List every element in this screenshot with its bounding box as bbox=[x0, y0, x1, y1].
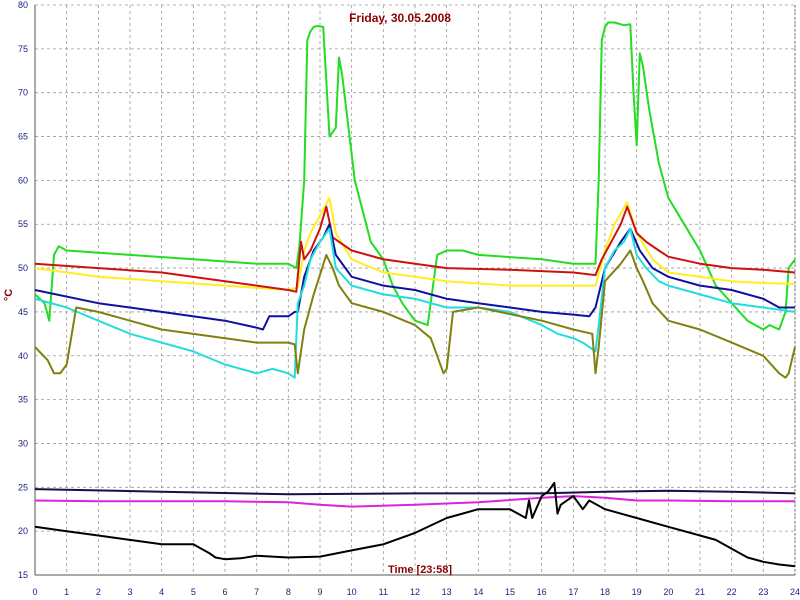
y-tick-label: 55 bbox=[18, 219, 28, 229]
x-tick-label: 11 bbox=[379, 587, 388, 597]
series-line-2 bbox=[34, 196, 796, 291]
x-tick-label: 0 bbox=[32, 587, 37, 597]
y-tick-label: 40 bbox=[18, 351, 28, 361]
y-tick-label: 25 bbox=[18, 482, 28, 492]
x-tick-label: 1 bbox=[64, 587, 69, 597]
x-tick-label: 16 bbox=[537, 587, 547, 597]
y-tick-label: 35 bbox=[18, 395, 28, 405]
x-tick-label: 21 bbox=[695, 587, 705, 597]
x-tick-label: 7 bbox=[254, 587, 259, 597]
x-tick-label: 13 bbox=[442, 587, 452, 597]
y-tick-label: 30 bbox=[18, 438, 28, 448]
x-tick-label: 17 bbox=[568, 587, 578, 597]
x-tick-label: 18 bbox=[600, 587, 610, 597]
x-tick-label: 9 bbox=[317, 587, 322, 597]
time-label: Time [23:58] bbox=[388, 564, 452, 576]
x-tick-label: 8 bbox=[286, 587, 291, 597]
y-tick-label: 80 bbox=[18, 0, 28, 10]
series-line-1 bbox=[34, 21, 796, 331]
x-tick-label: 2 bbox=[96, 587, 101, 597]
chart-title: Friday, 30.05.2008 bbox=[349, 11, 451, 25]
x-tick-label: 20 bbox=[663, 587, 673, 597]
axes: 0 1 2 3 4 5 6 7 8 9 10 11 12 13 14 15 16 17 18 19 20 21 22 23 24… bbox=[18, 0, 800, 597]
series-line-4 bbox=[34, 223, 795, 331]
y-axis-label: °C bbox=[3, 289, 15, 301]
series-line-6 bbox=[34, 249, 796, 379]
x-tick-label: 6 bbox=[222, 587, 227, 597]
y-tick-label: 15 bbox=[18, 570, 28, 580]
x-tick-label: 24 bbox=[790, 587, 800, 597]
series-line-8 bbox=[34, 495, 795, 508]
y-tick-label: 50 bbox=[18, 263, 28, 273]
y-tick-label: 60 bbox=[18, 175, 28, 185]
x-tick-label: 19 bbox=[632, 587, 642, 597]
y-tick-label: 45 bbox=[18, 307, 28, 317]
x-tick-label: 14 bbox=[473, 587, 483, 597]
x-tick-label: 4 bbox=[159, 587, 164, 597]
series-line-5 bbox=[34, 227, 796, 379]
y-tick-label: 65 bbox=[18, 132, 28, 142]
series-line-9 bbox=[34, 481, 796, 568]
series-line-7 bbox=[34, 488, 796, 496]
x-tick-label: 10 bbox=[347, 587, 357, 597]
series-line-3 bbox=[34, 205, 796, 293]
x-tick-label: 3 bbox=[127, 587, 132, 597]
series-group bbox=[34, 21, 796, 568]
y-tick-label: 75 bbox=[18, 44, 28, 54]
x-tick-label: 15 bbox=[505, 587, 515, 597]
y-tick-label: 20 bbox=[18, 526, 28, 536]
x-tick-label: 22 bbox=[727, 587, 737, 597]
x-tick-label: 5 bbox=[191, 587, 196, 597]
x-tick-label: 23 bbox=[758, 587, 768, 597]
x-tick-label: 12 bbox=[410, 587, 420, 597]
y-tick-label: 70 bbox=[18, 88, 28, 98]
